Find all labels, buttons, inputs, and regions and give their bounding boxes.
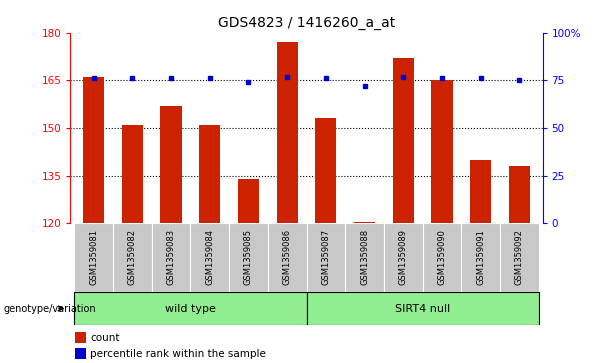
Bar [500,223,539,292]
Text: wild type: wild type [165,303,216,314]
Bar [238,179,259,223]
Bar [384,223,422,292]
Bar [461,223,500,292]
Bar [268,223,306,292]
Bar [74,292,306,325]
Bar [75,348,86,359]
Bar [75,332,86,343]
Bar [229,223,268,292]
Bar [83,77,104,223]
Text: GSM1359092: GSM1359092 [515,229,524,285]
Bar [432,80,452,223]
Bar [354,222,375,223]
Bar [509,166,530,223]
Bar [470,160,491,223]
Bar [199,125,221,223]
Text: GSM1359088: GSM1359088 [360,229,369,285]
Text: GSM1359089: GSM1359089 [398,229,408,285]
Text: SIRT4 null: SIRT4 null [395,303,450,314]
Text: count: count [90,333,120,343]
Text: GDS4823 / 1416260_a_at: GDS4823 / 1416260_a_at [218,16,395,30]
Bar [161,106,181,223]
Bar [276,42,298,223]
Text: GSM1359085: GSM1359085 [244,229,253,285]
Text: GSM1359091: GSM1359091 [476,229,485,285]
Bar [113,223,152,292]
Bar [306,292,539,325]
Bar [315,118,337,223]
Text: GSM1359081: GSM1359081 [89,229,98,285]
Text: GSM1359082: GSM1359082 [128,229,137,285]
Bar [74,223,113,292]
Bar [306,223,345,292]
Bar [191,223,229,292]
Text: GSM1359084: GSM1359084 [205,229,215,285]
Text: GSM1359090: GSM1359090 [438,229,446,285]
Text: GSM1359087: GSM1359087 [321,229,330,285]
Text: percentile rank within the sample: percentile rank within the sample [90,349,266,359]
Bar [345,223,384,292]
Text: GSM1359083: GSM1359083 [167,229,175,285]
Bar [422,223,461,292]
Bar [152,223,191,292]
Text: GSM1359086: GSM1359086 [283,229,292,285]
Text: genotype/variation: genotype/variation [3,303,96,314]
Bar [392,58,414,223]
Bar [122,125,143,223]
